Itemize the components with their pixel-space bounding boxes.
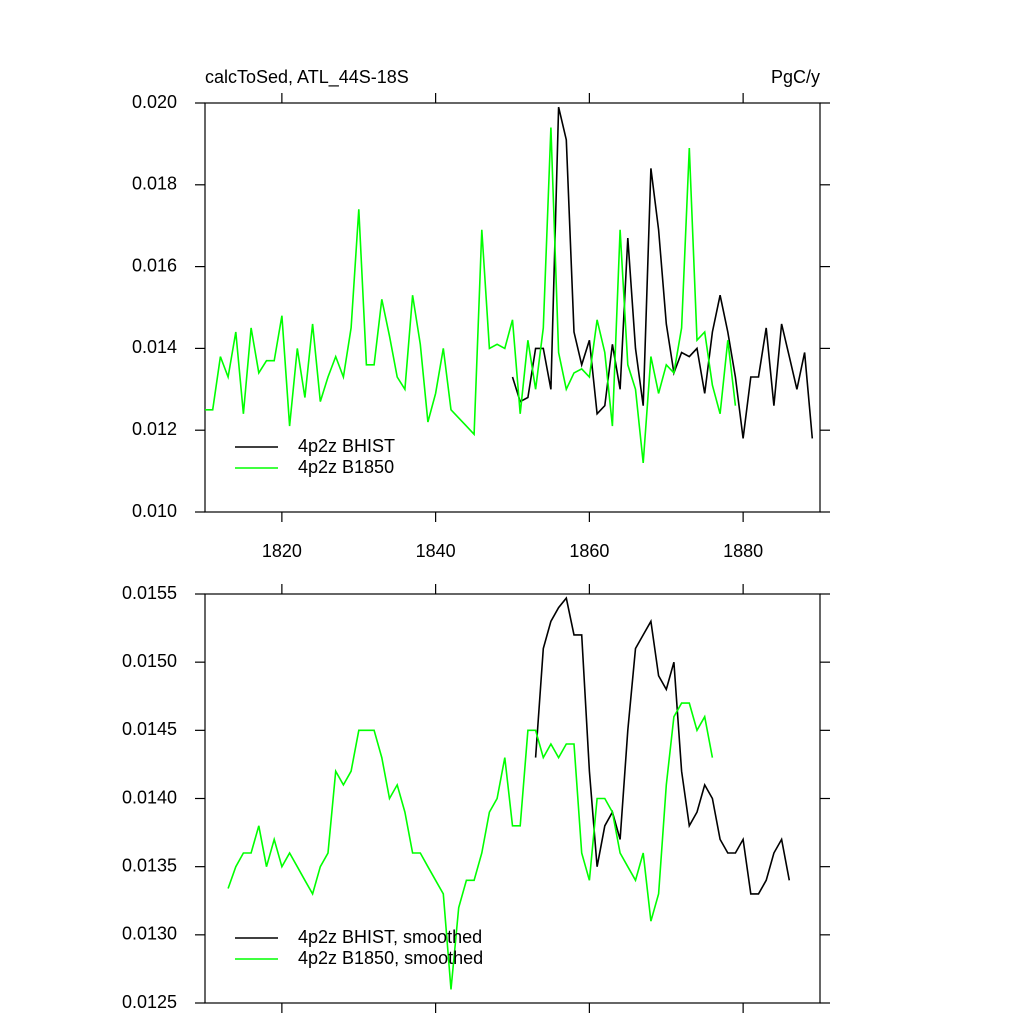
x-tick-label: 1880	[723, 541, 763, 561]
x-tick-label: 1860	[569, 541, 609, 561]
y-tick-label: 0.0150	[122, 651, 177, 671]
x-tick-label: 1820	[262, 541, 302, 561]
y-tick-label: 0.012	[132, 419, 177, 439]
legend-label: 4p2z BHIST	[298, 436, 395, 456]
legend-label: 4p2z B1850, smoothed	[298, 948, 483, 968]
x-tick-label: 1840	[416, 541, 456, 561]
series-line	[511, 106, 814, 439]
y-tick-label: 0.014	[132, 337, 177, 357]
y-tick-label: 0.0145	[122, 719, 177, 739]
y-tick-label: 0.010	[132, 501, 177, 521]
legend-label: 4p2z BHIST, smoothed	[298, 927, 482, 947]
legend-label: 4p2z B1850	[298, 457, 394, 477]
y-tick-label: 0.0155	[122, 583, 177, 603]
plot-frame	[204, 102, 821, 513]
y-tick-label: 0.0130	[122, 924, 177, 944]
y-tick-label: 0.018	[132, 174, 177, 194]
y-tick-label: 0.0125	[122, 992, 177, 1012]
series-line	[534, 596, 791, 895]
series-line	[227, 702, 714, 990]
y-tick-label: 0.0140	[122, 787, 177, 807]
y-tick-label: 0.016	[132, 255, 177, 275]
units-label: PgC/y	[771, 67, 820, 87]
y-tick-label: 0.0135	[122, 855, 177, 875]
y-tick-label: 0.020	[132, 92, 177, 112]
series-line	[205, 127, 737, 463]
chart-title: calcToSed, ATL_44S-18S	[205, 67, 409, 88]
